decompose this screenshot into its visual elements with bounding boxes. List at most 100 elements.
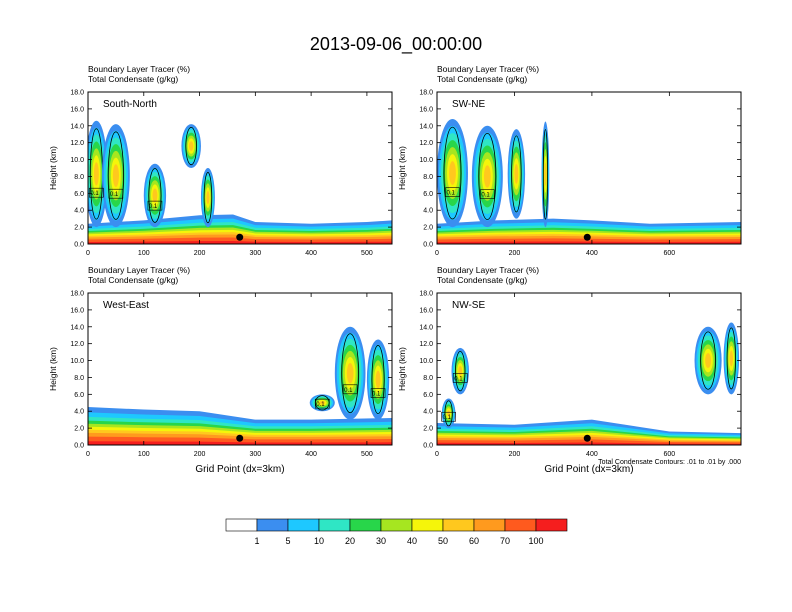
x-tick-label: 0 [435,451,439,458]
y-tick-label: 16.0 [70,307,84,314]
x-tick-label: 100 [138,250,150,257]
y-tick-label: 10.0 [419,358,433,365]
contour-label-box [89,187,104,198]
y-axis-label: Height (km) [397,146,407,190]
y-tick-label: 18.0 [419,291,433,298]
x-tick-label: 200 [194,451,206,458]
plume-shading [152,188,158,203]
plot-area: 0.1 0.1 [437,322,741,445]
y-tick-label: 18.0 [70,90,84,97]
y-tick-label: 14.0 [70,324,84,331]
condensate-contour [455,350,466,392]
condensate-contour [511,135,522,213]
y-tick-label: 12.0 [419,341,433,348]
boundary-layer-band [437,442,741,445]
contour-label-box [147,200,163,211]
y-tick-label: 12.0 [419,140,433,147]
y-tick-label: 10.0 [70,157,84,164]
contour-label-box [370,388,386,398]
colorbar-label: 5 [285,536,290,546]
colorbar-label: 60 [469,536,479,546]
panel-header-line: Boundary Layer Tracer (%) [437,64,539,74]
y-tick-label: 8.0 [74,174,84,181]
plume-shading [514,164,519,184]
plume-shading [189,141,194,151]
x-tick-label: 0 [86,250,90,257]
plume-shading [458,366,463,377]
y-tick-label: 4.0 [74,409,84,416]
plot-area: 0.1 0.1 [437,119,741,244]
plume-shading [375,370,381,389]
plot-area: 0.1 0.1 0.1 [88,120,392,244]
colorbar-cell [225,518,258,532]
x-tick-label: 0 [86,451,90,458]
y-tick-label: 6.0 [74,392,84,399]
colorbar-label: 1 [254,536,259,546]
x-tick-label: 500 [361,250,373,257]
panel-label: NW-SE [452,300,485,311]
y-tick-label: 2.0 [74,225,84,232]
y-tick-label: 4.0 [74,208,84,215]
x-axis-label: Grid Point (dx=3km) [195,464,284,475]
condensate-contour [700,331,716,390]
plot-frame [87,91,393,245]
y-tick-label: 2.0 [74,426,84,433]
colorbar-cell [256,518,289,532]
condensate-contour [203,172,213,224]
contour-label: 0.1 [454,376,463,382]
plume-shading [319,400,326,405]
panel-label: West-East [103,300,149,311]
colorbar-cell [318,518,351,532]
y-axis-label: Height (km) [48,146,58,190]
colorbar-label: 30 [376,536,386,546]
condensate-contour [542,129,548,220]
contour-label: 0.1 [443,415,452,421]
boundary-layer-band [88,241,392,244]
condensate-contour [371,345,385,415]
panel-west-east: Boundary Layer Tracer (%)Total Condensat… [48,265,393,475]
location-marker [236,233,244,241]
plume-shading [449,161,456,185]
contour-label-box [445,187,460,197]
contour-label: 0.1 [446,191,455,197]
plume-shading [483,165,491,188]
y-tick-label: 0.0 [423,242,433,249]
y-tick-label: 14.0 [419,123,433,130]
condensate-contour [726,327,736,390]
panel-header-line: Boundary Layer Tracer (%) [88,265,190,275]
panel-header-line: Boundary Layer Tracer (%) [88,64,190,74]
boundary-layer-band [88,441,392,445]
x-tick-label: 0 [435,250,439,257]
x-tick-label: 300 [249,250,261,257]
plume-shading [705,353,712,368]
contour-label: 0.1 [316,402,325,408]
colorbar-cell [535,518,568,532]
condensate-contour [478,132,497,220]
plume-shading [729,350,734,367]
colorbar-cell [380,518,413,532]
boundary-layer-band [437,241,741,244]
x-tick-label: 500 [361,451,373,458]
contour-label-box [108,188,124,199]
y-tick-label: 6.0 [423,392,433,399]
contour-label-box [441,411,456,422]
y-axis-label: Height (km) [48,347,58,391]
contour-label: 0.1 [481,193,490,199]
condensate-contour [107,131,124,220]
figure-title: 2013-09-06_00:00:00 [310,34,482,55]
y-tick-label: 6.0 [74,191,84,198]
y-tick-label: 12.0 [70,341,84,348]
y-tick-label: 10.0 [419,157,433,164]
colorbar-label: 20 [345,536,355,546]
location-marker [583,233,591,241]
colorbar-label: 100 [528,536,543,546]
y-tick-label: 18.0 [70,291,84,298]
colorbar-label: 70 [500,536,510,546]
plume-shading [447,410,451,417]
colorbar-cell [287,518,320,532]
y-tick-label: 0.0 [74,242,84,249]
colorbar-label: 50 [438,536,448,546]
panel-nw-se: Boundary Layer Tracer (%)Total Condensat… [397,265,742,475]
x-tick-label: 200 [194,250,206,257]
panel-header-line: Total Condensate (g/kg) [88,74,178,84]
